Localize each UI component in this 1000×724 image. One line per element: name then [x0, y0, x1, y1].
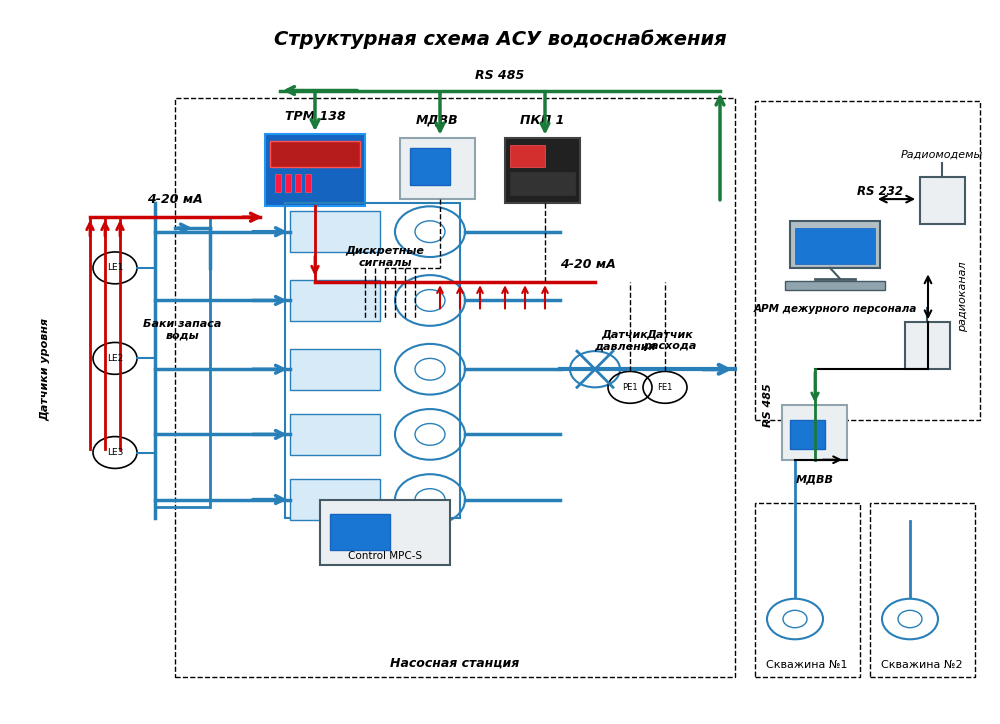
- Bar: [755, 503, 860, 677]
- Text: LE3: LE3: [107, 448, 123, 457]
- Bar: [270, 141, 360, 167]
- Bar: [290, 414, 380, 455]
- Bar: [790, 221, 880, 268]
- Bar: [320, 500, 450, 565]
- Bar: [410, 148, 450, 185]
- Text: PE1: PE1: [622, 383, 638, 392]
- Text: LE2: LE2: [107, 354, 123, 363]
- Bar: [795, 228, 875, 264]
- Bar: [400, 138, 475, 199]
- Text: Датчики уровня: Датчики уровня: [40, 318, 50, 421]
- Text: Скважина №2: Скважина №2: [881, 660, 963, 670]
- Text: МДВВ: МДВВ: [416, 114, 459, 127]
- Text: Структурная схема АСУ водоснабжения: Структурная схема АСУ водоснабжения: [274, 29, 726, 49]
- Bar: [155, 217, 210, 507]
- Text: Датчик
давления: Датчик давления: [594, 329, 656, 351]
- Text: Control MPC-S: Control MPC-S: [348, 551, 422, 561]
- Text: ПКП 1: ПКП 1: [520, 114, 565, 127]
- Bar: [510, 172, 575, 195]
- Text: FE1: FE1: [657, 383, 673, 392]
- Bar: [295, 174, 301, 192]
- Text: Радиомодемы: Радиомодемы: [901, 149, 983, 159]
- Bar: [305, 174, 311, 192]
- Bar: [285, 174, 291, 192]
- Text: 4-20 мА: 4-20 мА: [560, 258, 616, 272]
- Text: радиоканал: радиоканал: [958, 261, 968, 332]
- Text: Датчик
расхода: Датчик расхода: [643, 329, 697, 351]
- Text: LE1: LE1: [107, 264, 123, 272]
- Bar: [290, 211, 380, 252]
- Text: Насосная станция: Насосная станция: [390, 657, 520, 670]
- Text: МДВВ: МДВВ: [796, 474, 834, 484]
- Bar: [330, 514, 390, 550]
- Bar: [920, 177, 965, 224]
- Text: АРМ дежурного персонала: АРМ дежурного персонала: [753, 304, 917, 314]
- Bar: [785, 281, 885, 290]
- Bar: [870, 503, 975, 677]
- Bar: [290, 479, 380, 520]
- Bar: [275, 174, 281, 192]
- Bar: [285, 203, 460, 518]
- Text: RS 485: RS 485: [475, 69, 525, 82]
- Text: Баки запаса
воды: Баки запаса воды: [143, 319, 221, 340]
- Bar: [505, 138, 580, 203]
- Bar: [265, 134, 365, 206]
- Text: Дискретные
сигналы: Дискретные сигналы: [346, 246, 424, 268]
- Bar: [905, 322, 950, 369]
- Bar: [175, 98, 735, 677]
- Text: ТРМ 138: ТРМ 138: [285, 110, 345, 123]
- Text: 4-20 мА: 4-20 мА: [147, 193, 203, 206]
- Bar: [290, 280, 380, 321]
- Bar: [510, 145, 545, 167]
- Bar: [790, 420, 825, 449]
- Text: RS 485: RS 485: [763, 384, 773, 427]
- Text: RS 232: RS 232: [857, 185, 903, 198]
- Bar: [755, 101, 980, 420]
- Text: Скважина №1: Скважина №1: [766, 660, 848, 670]
- Bar: [782, 405, 847, 460]
- Bar: [290, 349, 380, 390]
